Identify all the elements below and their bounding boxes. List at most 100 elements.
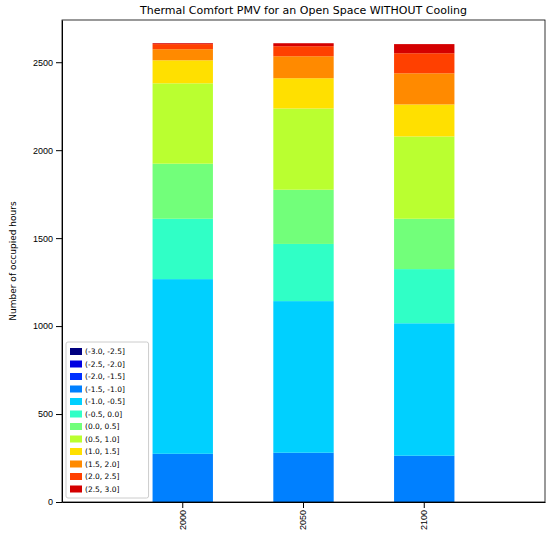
bar-segment: [153, 454, 213, 502]
x-tick-label: 2000: [178, 510, 188, 530]
legend-swatch: [70, 423, 82, 430]
legend-item: (-2.0, -1.5]: [70, 372, 125, 381]
y-tick-mark: [56, 414, 62, 415]
legend-label: (-3.0, -2.5]: [85, 347, 125, 356]
bar-segment: [273, 190, 333, 244]
y-tick-mark: [56, 150, 62, 151]
legend-label: (2.0, 2.5]: [85, 472, 120, 481]
legend-item: (0.0, 0.5]: [70, 422, 120, 431]
legend-swatch: [70, 398, 82, 405]
y-tick: 0: [48, 497, 62, 507]
x-tick-mark: [303, 502, 304, 508]
bar-segment: [273, 78, 333, 108]
legend-item: (2.5, 3.0]: [70, 485, 120, 494]
bar-segment: [153, 49, 213, 60]
legend-label: (1.5, 2.0]: [85, 460, 120, 469]
bar-segment: [394, 53, 454, 73]
legend-box: [66, 342, 149, 498]
legend-swatch: [70, 461, 82, 468]
bar-segment: [153, 219, 213, 279]
bar-segment: [153, 83, 213, 163]
bar-segment: [394, 456, 454, 502]
y-tick-mark: [56, 326, 62, 327]
bar-segment: [273, 46, 333, 56]
legend-label: (-1.5, -1.0]: [85, 385, 125, 394]
x-tick: 2050: [298, 502, 308, 530]
y-axis-line: [62, 21, 63, 503]
legend-label: (-1.0, -0.5]: [85, 397, 125, 406]
legend-swatch: [70, 386, 82, 393]
bar-segment: [394, 73, 454, 104]
y-tick: 1000: [33, 321, 62, 331]
legend-item: (1.0, 1.5]: [70, 447, 120, 456]
x-tick-mark: [182, 502, 183, 508]
x-tick: 2000: [178, 502, 188, 530]
legend-swatch: [70, 473, 82, 480]
y-tick-label: 1000: [33, 321, 53, 331]
series: [153, 453, 455, 502]
legend-label: (-2.5, -2.0]: [85, 360, 125, 369]
bar-segment: [394, 104, 454, 136]
legend-item: (0.5, 1.0]: [70, 435, 120, 444]
bar-segment: [394, 136, 454, 218]
legend-swatch: [70, 348, 82, 355]
x-tick-label: 2050: [298, 510, 308, 530]
y-tick-label: 1500: [33, 234, 53, 244]
y-tick-mark: [56, 62, 62, 63]
y-tick-label: 500: [38, 409, 53, 419]
bar-segment: [273, 453, 333, 502]
y-tick: 1500: [33, 234, 62, 244]
y-axis-title: Number of occupied hours: [8, 201, 18, 321]
bar-segment: [273, 108, 333, 189]
y-axis: 0 500 1000 1500 2000 2500: [33, 21, 63, 508]
y-tick-label: 2500: [33, 58, 53, 68]
y-tick: 2000: [33, 146, 62, 156]
legend-label: (0.5, 1.0]: [85, 435, 120, 444]
bar-segment: [273, 43, 333, 46]
bar-segment: [153, 279, 213, 454]
legend-swatch: [70, 436, 82, 443]
legend-label: (1.0, 1.5]: [85, 447, 120, 456]
legend-item: (2.0, 2.5]: [70, 472, 120, 481]
bar-segment: [394, 219, 454, 269]
bar-segment: [273, 56, 333, 78]
legend-label: (-2.0, -1.5]: [85, 372, 125, 381]
bar-segment: [394, 323, 454, 455]
legend-item: (-1.5, -1.0]: [70, 385, 125, 394]
bars: [153, 43, 455, 502]
bar-segment: [153, 164, 213, 219]
x-axis: 2000 2050 2100: [63, 502, 546, 530]
legend-item: (1.5, 2.0]: [70, 460, 120, 469]
bar-segment: [394, 44, 454, 53]
x-tick-mark: [424, 502, 425, 508]
series: [153, 43, 455, 53]
chart: 0 500 1000 1500 2000 2500 2000 2050 2100 (-3.0, -…: [0, 0, 558, 540]
legend-swatch: [70, 373, 82, 380]
legend-label: (-0.5, 0.0]: [85, 410, 122, 419]
bar-segment: [273, 301, 333, 453]
legend-swatch: [70, 486, 82, 493]
y-tick-label: 2000: [33, 146, 53, 156]
y-tick-mark: [56, 238, 62, 239]
y-tick-mark: [56, 502, 62, 503]
legend-item: (-1.0, -0.5]: [70, 397, 125, 406]
bar-segment: [273, 244, 333, 301]
bar-segment: [153, 44, 213, 49]
legend-swatch: [70, 411, 82, 418]
legend-item: (-0.5, 0.0]: [70, 410, 122, 419]
bar-segment: [153, 43, 213, 45]
legend-label: (0.0, 0.5]: [85, 422, 120, 431]
series: [153, 44, 455, 73]
legend-swatch: [70, 361, 82, 368]
bar-segment: [394, 269, 454, 323]
x-tick: 2100: [419, 502, 429, 530]
legend-swatch: [70, 448, 82, 455]
legend: (-3.0, -2.5] (-2.5, -2.0] (-2.0, -1.5] (-1.…: [66, 342, 149, 498]
legend-label: (2.5, 3.0]: [85, 485, 120, 494]
legend-item: (-3.0, -2.5]: [70, 347, 125, 356]
y-tick: 2500: [33, 58, 62, 68]
y-tick-label: 0: [48, 497, 53, 507]
series: [153, 49, 455, 104]
chart-title: Thermal Comfort PMV for an Open Space WI…: [139, 4, 467, 17]
y-tick: 500: [38, 409, 62, 419]
